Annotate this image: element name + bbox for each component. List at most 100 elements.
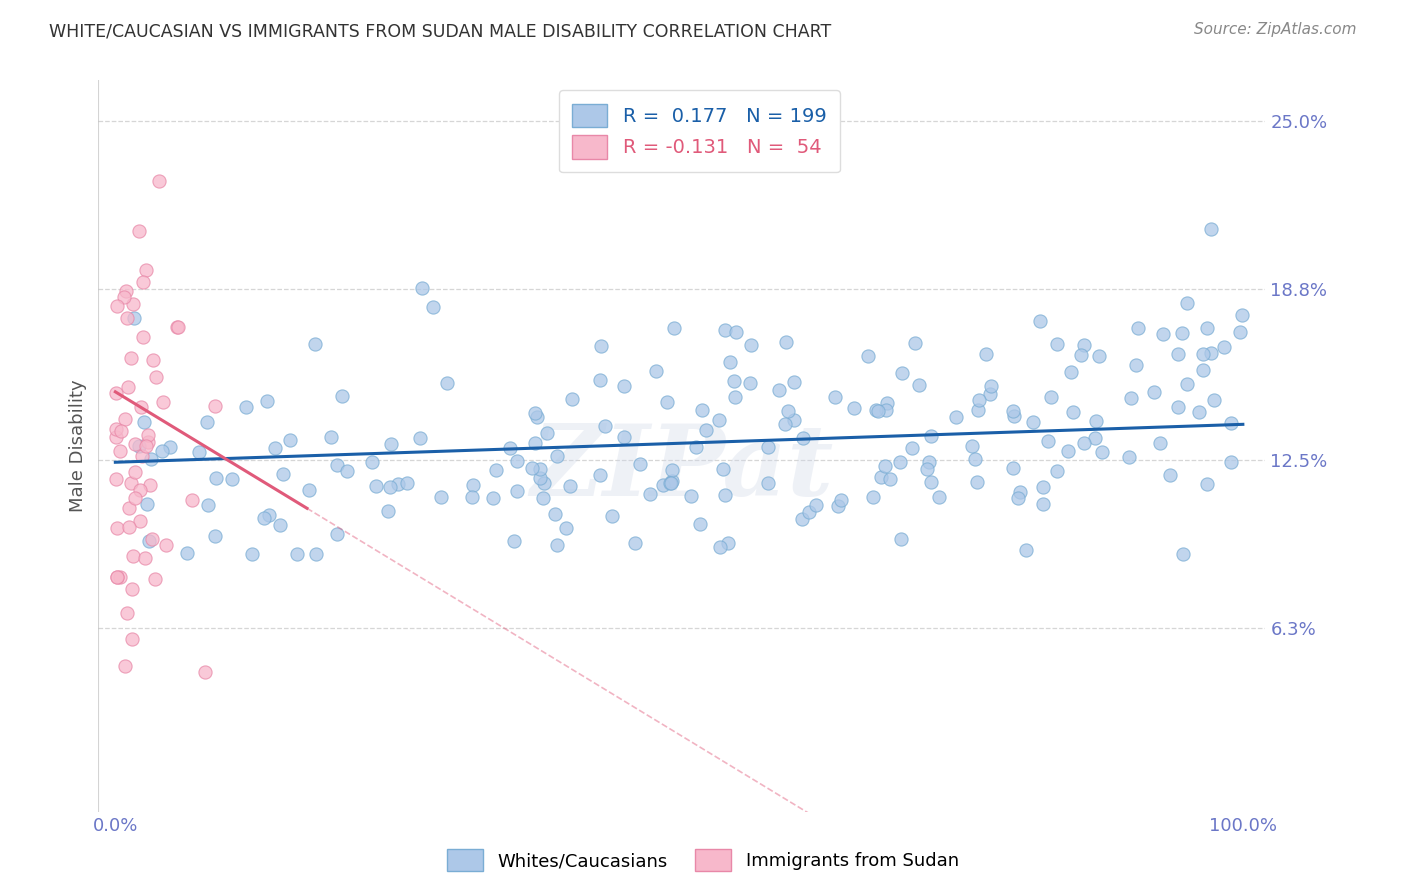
Point [1046, 464, 1069, 478]
Point [134, 550, 156, 565]
Point [768, 383, 790, 397]
Point [1213, 341, 1236, 355]
Point [1219, 455, 1241, 469]
Point [844, 401, 866, 416]
Point [128, 439, 150, 453]
Point [1197, 321, 1219, 335]
Point [1084, 414, 1107, 428]
Point [546, 537, 568, 551]
Point [644, 364, 666, 378]
Point [1173, 547, 1195, 561]
Point [485, 463, 508, 477]
Point [804, 498, 827, 512]
Point [273, 467, 295, 482]
Point [526, 410, 548, 425]
Point [136, 497, 159, 511]
Point [740, 337, 762, 351]
Point [1057, 444, 1080, 458]
Point [121, 632, 143, 647]
Point [1159, 467, 1181, 482]
Point [503, 534, 526, 549]
Point [544, 507, 567, 521]
Point [1197, 477, 1219, 491]
Point [920, 428, 942, 442]
Point [305, 547, 328, 561]
Point [1149, 435, 1171, 450]
Point [506, 454, 529, 468]
Point [1088, 349, 1111, 363]
Point [143, 572, 166, 586]
Point [105, 422, 128, 436]
Point [659, 475, 682, 490]
Point [499, 441, 522, 455]
Point [1062, 405, 1084, 419]
Point [138, 533, 160, 548]
Point [695, 423, 717, 437]
Point [918, 455, 941, 469]
Point [1073, 337, 1095, 351]
Point [422, 300, 444, 314]
Point [105, 299, 128, 313]
Point [105, 570, 128, 584]
Point [122, 311, 145, 326]
Point [506, 483, 529, 498]
Point [865, 402, 887, 417]
Point [380, 437, 402, 451]
Point [120, 351, 142, 365]
Point [1125, 358, 1147, 372]
Point [799, 505, 821, 519]
Point [1007, 491, 1029, 505]
Point [278, 433, 301, 447]
Point [377, 503, 399, 517]
Point [589, 372, 612, 386]
Point [1199, 345, 1222, 359]
Point [112, 290, 135, 304]
Point [141, 533, 163, 547]
Point [1167, 401, 1189, 415]
Point [115, 284, 138, 298]
Point [661, 463, 683, 477]
Point [711, 461, 734, 475]
Point [150, 444, 173, 458]
Point [980, 379, 1002, 393]
Point [707, 413, 730, 427]
Point [664, 321, 686, 335]
Point [824, 390, 846, 404]
Point [115, 607, 138, 621]
Point [876, 396, 898, 410]
Point [904, 335, 927, 350]
Point [928, 490, 950, 504]
Point [1143, 384, 1166, 399]
Point [409, 431, 432, 445]
Point [546, 450, 568, 464]
Point [256, 393, 278, 408]
Point [145, 370, 167, 384]
Legend: R =  0.177   N = 199, R = -0.131   N =  54: R = 0.177 N = 199, R = -0.131 N = 54 [558, 90, 841, 172]
Point [827, 499, 849, 513]
Point [110, 424, 132, 438]
Point [108, 444, 131, 458]
Point [155, 537, 177, 551]
Point [1029, 313, 1052, 327]
Point [135, 263, 157, 277]
Point [221, 472, 243, 486]
Point [558, 479, 581, 493]
Point [714, 488, 737, 502]
Point [122, 297, 145, 311]
Point [117, 379, 139, 393]
Point [124, 437, 146, 451]
Point [1175, 295, 1198, 310]
Point [395, 476, 418, 491]
Point [681, 489, 703, 503]
Point [166, 319, 188, 334]
Point [967, 403, 990, 417]
Point [1091, 445, 1114, 459]
Point [152, 394, 174, 409]
Point [135, 439, 157, 453]
Point [105, 430, 128, 444]
Point [690, 403, 713, 417]
Point [792, 431, 814, 445]
Point [638, 487, 661, 501]
Point [1032, 480, 1054, 494]
Point [783, 376, 806, 390]
